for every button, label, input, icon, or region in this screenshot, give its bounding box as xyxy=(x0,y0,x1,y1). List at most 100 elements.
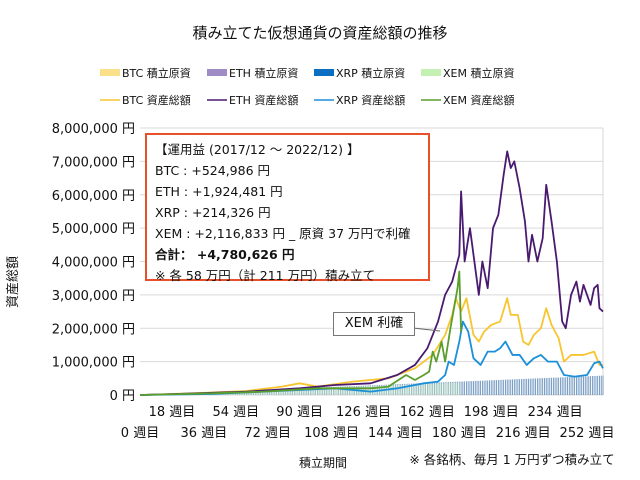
x-tick-label: 18 週目 xyxy=(149,405,196,420)
principal-bar xyxy=(558,377,560,395)
x-tick-label: 54 週目 xyxy=(212,405,259,420)
principal-bar xyxy=(370,386,372,395)
principal-bar xyxy=(526,378,528,395)
principal-bar xyxy=(448,383,450,395)
principal-bar xyxy=(306,388,308,395)
principal-bar xyxy=(517,379,519,395)
principal-bar xyxy=(371,386,373,395)
principal-bar xyxy=(407,384,409,395)
principal-bar xyxy=(565,377,567,395)
box-note: ※ 各 58 万円（計 211 万円）積み立て xyxy=(155,268,376,283)
x-tick-label: 144 週目 xyxy=(368,426,423,441)
principal-bar xyxy=(435,383,437,395)
principal-bar xyxy=(286,389,288,395)
principal-bar xyxy=(409,384,411,395)
principal-bar xyxy=(292,389,293,395)
principal-bar xyxy=(581,376,583,395)
principal-bar xyxy=(416,384,418,395)
x-tick-label: 216 週目 xyxy=(496,426,551,441)
principal-bar xyxy=(544,378,545,395)
legend-label: ETH 積立原資 xyxy=(229,66,298,80)
principal-bar xyxy=(542,378,544,395)
principal-bar xyxy=(466,381,467,395)
principal-bar xyxy=(512,379,513,395)
principal-bar xyxy=(471,381,473,395)
principal-bar xyxy=(450,382,451,395)
profit-summary-box: 【運用益 (2017/12 ～ 2022/12) 】 BTC : +524,98… xyxy=(145,133,430,283)
principal-bar xyxy=(437,383,439,395)
principal-bar xyxy=(442,383,444,395)
callout-leader xyxy=(412,327,441,332)
principal-bar xyxy=(400,384,402,395)
x-axis-title: 積立期間 xyxy=(299,455,347,470)
box-btc: BTC : +524,986 円 xyxy=(155,163,271,178)
principal-bar xyxy=(428,383,430,395)
principal-bar xyxy=(426,383,428,395)
legend-label: XRP 積立原資 xyxy=(336,66,405,80)
principal-bar xyxy=(270,389,272,395)
principal-bar xyxy=(476,380,478,395)
xem-callout: XEM 利確 xyxy=(333,312,415,336)
principal-bar xyxy=(554,377,556,395)
principal-bar xyxy=(467,381,469,395)
principal-bar xyxy=(478,380,480,395)
y-tick-label: 6,000,000 円 xyxy=(52,189,135,204)
tick-labels: 0 円 1,000,000 円 2,000,000 円 3,000,000 円 4,00… xyxy=(52,122,615,441)
principal-bar xyxy=(506,379,508,395)
principal-bar xyxy=(327,387,329,395)
x-tick-label: 252 週目 xyxy=(560,426,615,441)
principal-bar xyxy=(338,387,340,395)
principal-bar xyxy=(343,387,345,395)
y-tick-label: 2,000,000 円 xyxy=(52,322,135,337)
principal-bar xyxy=(552,377,554,395)
principal-bar xyxy=(272,389,274,395)
principal-bar xyxy=(570,376,572,395)
principal-bar xyxy=(462,381,464,395)
legend-label: XEM 資産総額 xyxy=(443,93,514,107)
principal-bar xyxy=(519,379,521,395)
principal-bar xyxy=(556,377,558,395)
principal-bar xyxy=(588,376,590,395)
principal-bar xyxy=(547,377,549,395)
y-tick-label: 4,000,000 円 xyxy=(52,256,135,271)
x-tick-label: 72 週目 xyxy=(244,426,291,441)
principal-bar xyxy=(508,379,510,395)
principal-bar xyxy=(499,379,501,395)
series-line xyxy=(139,297,603,396)
principal-bar xyxy=(439,383,441,395)
principal-bar xyxy=(536,378,538,395)
principal-bar xyxy=(329,387,331,395)
principal-bar xyxy=(402,384,403,395)
principal-bar xyxy=(441,383,442,395)
principal-bar xyxy=(595,375,597,395)
principal-bar xyxy=(322,387,324,395)
principal-bar xyxy=(285,389,286,395)
principal-bar xyxy=(320,388,322,395)
principal-bar xyxy=(389,385,391,395)
principal-bar xyxy=(290,389,292,395)
principal-bar xyxy=(281,389,283,395)
principal-bar xyxy=(584,376,586,395)
x-tick-label: 126 週目 xyxy=(336,405,391,420)
principal-bar xyxy=(457,382,458,395)
chart-title: 積み立てた仮想通貨の資産総額の推移 xyxy=(192,24,447,42)
principal-bar xyxy=(501,379,503,395)
principal-bar xyxy=(577,376,579,395)
principal-bar xyxy=(425,383,427,395)
principal-bar xyxy=(473,381,474,395)
principal-bar xyxy=(597,375,599,395)
principal-bar xyxy=(412,384,414,395)
principal-bar xyxy=(561,377,563,395)
principal-bar xyxy=(515,379,517,395)
legend-swatch xyxy=(314,69,334,76)
principal-bar xyxy=(480,380,481,395)
legend-label: ETH 資産総額 xyxy=(229,93,298,107)
principal-bar xyxy=(277,389,279,395)
principal-bar xyxy=(575,376,577,395)
principal-bar xyxy=(331,387,332,395)
principal-bar xyxy=(583,376,584,395)
principal-bar xyxy=(419,384,421,395)
x-tick-label: 162 週目 xyxy=(400,405,455,420)
principal-bar xyxy=(533,378,535,395)
